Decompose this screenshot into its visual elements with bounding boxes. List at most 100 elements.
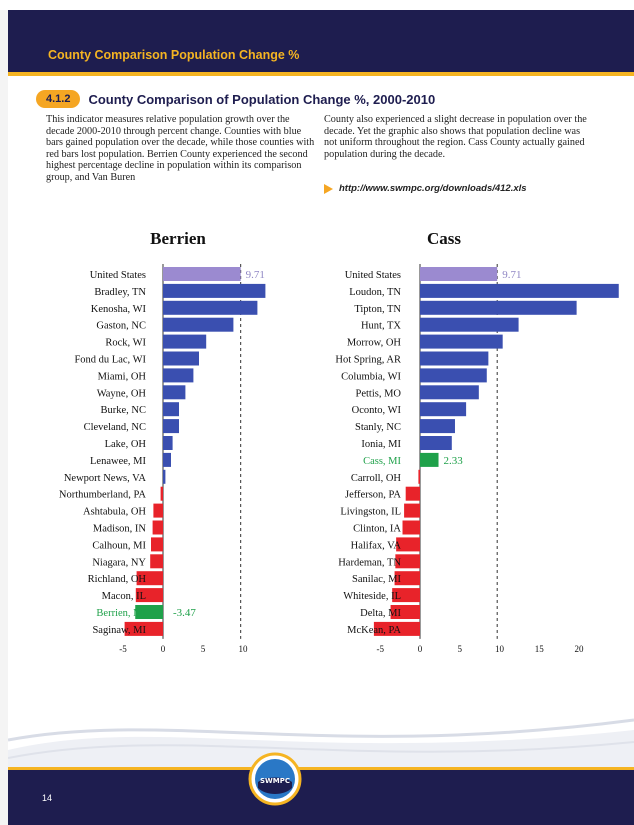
cass-category-label: Oconto, WI bbox=[352, 405, 402, 416]
footer-stripe bbox=[8, 767, 634, 770]
cass-bar bbox=[404, 503, 420, 518]
cass-category-label: Jefferson, PA bbox=[345, 490, 401, 501]
berrien-bar bbox=[163, 267, 241, 281]
cass-x-tick-label: -5 bbox=[377, 644, 385, 654]
cass-bar bbox=[420, 334, 503, 349]
body-paragraph-left: This indicator measures relative populat… bbox=[46, 114, 315, 183]
cass-category-label: McKean, PA bbox=[347, 625, 401, 636]
download-link[interactable]: http://www.swmpc.org/downloads/412.xls bbox=[324, 183, 527, 194]
berrien-bar bbox=[151, 537, 163, 552]
header-stripe bbox=[8, 72, 634, 76]
cass-bar bbox=[420, 436, 452, 450]
berrien-category-label: Saginaw, MI bbox=[92, 625, 146, 636]
berrien-bar bbox=[163, 436, 173, 450]
berrien-category-label: Fond du Lac, WI bbox=[74, 355, 146, 366]
logo-text: SWMPC bbox=[260, 777, 290, 785]
berrien-data-label: 9.71 bbox=[246, 269, 265, 281]
berrien-category-label: Miami, OH bbox=[98, 371, 147, 382]
berrien-bar bbox=[153, 503, 163, 518]
left-page-edge bbox=[0, 10, 8, 825]
berrien-bar bbox=[163, 317, 234, 332]
berrien-bar bbox=[163, 469, 166, 484]
berrien-bar bbox=[163, 283, 266, 298]
cass-x-tick-label: 10 bbox=[495, 644, 505, 654]
cass-category-label: Hunt, TX bbox=[361, 321, 401, 332]
berrien-category-label: Cleveland, NC bbox=[84, 422, 146, 433]
arrow-icon bbox=[324, 183, 333, 194]
top-margin bbox=[0, 0, 634, 10]
header-title: County Comparison Population Change % bbox=[48, 48, 300, 62]
berrien-x-tick-label: 0 bbox=[161, 644, 166, 654]
page-header: County Comparison Population Change % bbox=[8, 10, 634, 72]
cass-bar bbox=[392, 588, 420, 603]
berrien-category-label: Newport News, VA bbox=[64, 473, 147, 484]
cass-category-label: United States bbox=[345, 270, 401, 281]
berrien-category-label: Lake, OH bbox=[105, 439, 147, 450]
page-footer bbox=[8, 770, 634, 825]
section-heading: 4.1.2 County Comparison of Population Ch… bbox=[36, 88, 435, 110]
cass-data-label: 2.33 bbox=[444, 455, 464, 467]
cass-bar bbox=[420, 351, 489, 366]
cass-category-label: Carroll, OH bbox=[351, 473, 402, 484]
berrien-category-label: Bradley, TN bbox=[94, 287, 146, 298]
cass-data-label: 9.71 bbox=[502, 269, 521, 281]
cass-bar bbox=[420, 402, 467, 417]
cass-category-label: Delta, MI bbox=[360, 608, 401, 619]
berrien-bar bbox=[136, 571, 163, 586]
cass-x-tick-label: 20 bbox=[575, 644, 585, 654]
berrien-category-label: Berrien, MI bbox=[96, 608, 146, 619]
berrien-bar bbox=[160, 486, 163, 501]
cass-category-label: Hot Spring, AR bbox=[335, 355, 401, 366]
berrien-bar bbox=[163, 385, 186, 400]
berrien-category-label: Burke, NC bbox=[101, 405, 147, 416]
cass-bar bbox=[395, 554, 420, 569]
cass-bar bbox=[420, 317, 519, 332]
cass-bar bbox=[390, 605, 420, 619]
berrien-x-tick-label: 10 bbox=[239, 644, 249, 654]
berrien-bar bbox=[163, 351, 199, 366]
berrien-data-label: -3.47 bbox=[173, 607, 196, 619]
cass-category-label: Tipton, TN bbox=[354, 304, 401, 315]
cass-x-tick-label: 15 bbox=[535, 644, 545, 654]
cass-bar bbox=[418, 469, 420, 484]
cass-category-label: Livingston, IL bbox=[340, 507, 401, 518]
cass-category-label: Morrow, OH bbox=[347, 338, 402, 349]
cass-bar bbox=[373, 621, 420, 636]
cass-bar bbox=[420, 385, 479, 400]
berrien-category-label: Rock, WI bbox=[105, 338, 146, 349]
berrien-category-label: Northumberland, PA bbox=[59, 490, 147, 501]
berrien-bar bbox=[163, 334, 207, 349]
berrien-chart-title: Berrien bbox=[150, 229, 206, 248]
berrien-bar bbox=[163, 368, 194, 383]
berrien-bar bbox=[163, 300, 258, 315]
berrien-bar bbox=[150, 554, 163, 569]
cass-category-label: Cass, MI bbox=[363, 456, 401, 467]
cass-bar bbox=[420, 300, 577, 315]
berrien-bar bbox=[135, 588, 163, 603]
berrien-category-label: Niagara, NY bbox=[92, 557, 146, 568]
cass-bar bbox=[402, 520, 420, 535]
cass-bar bbox=[420, 283, 619, 298]
berrien-bar bbox=[124, 621, 163, 636]
cass-chart-title: Cass bbox=[427, 229, 461, 248]
cass-category-label: Sanilac, MI bbox=[352, 574, 401, 585]
cass-bar bbox=[420, 267, 498, 281]
berrien-x-tick-label: -5 bbox=[119, 644, 127, 654]
berrien-category-label: Gaston, NC bbox=[96, 321, 146, 332]
body-paragraph-right: County also experienced a slight decreas… bbox=[324, 114, 587, 160]
section-number-badge: 4.1.2 bbox=[36, 90, 81, 108]
section-title: County Comparison of Population Change %… bbox=[88, 91, 436, 107]
cass-bar bbox=[420, 368, 487, 383]
cass-bar bbox=[394, 571, 420, 586]
page-number: 14 bbox=[42, 793, 53, 803]
cass-category-label: Pettis, MO bbox=[355, 388, 401, 399]
cass-category-label: Hardeman, TN bbox=[338, 557, 401, 568]
cass-x-tick-label: 5 bbox=[458, 644, 463, 654]
berrien-category-label: Madison, IN bbox=[93, 524, 146, 535]
berrien-bar bbox=[163, 419, 179, 434]
berrien-bar bbox=[163, 452, 171, 467]
berrien-bar bbox=[152, 520, 163, 535]
cass-bar bbox=[420, 419, 455, 434]
berrien-category-label: Kenosha, WI bbox=[91, 304, 147, 315]
